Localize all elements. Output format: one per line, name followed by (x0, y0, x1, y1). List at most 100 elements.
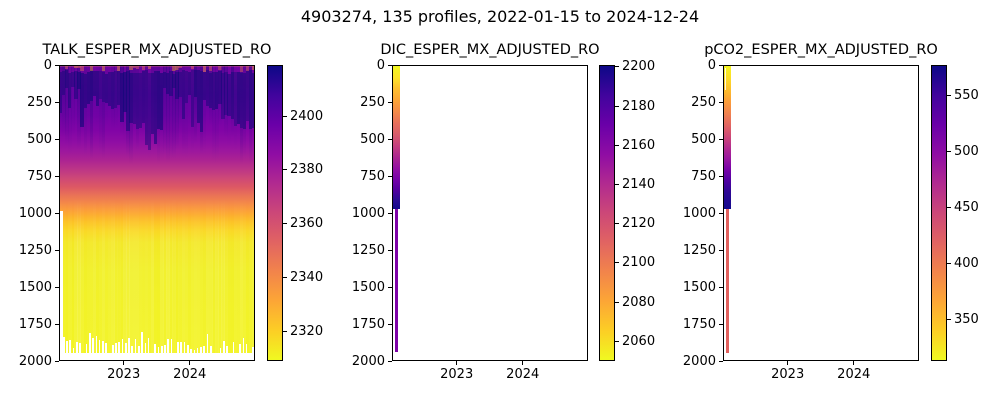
profile-stripe (193, 65, 198, 361)
profile-bottom-tooth (242, 338, 245, 353)
profile-stripe (251, 65, 255, 361)
profile-stripe (153, 65, 158, 361)
surface-tint (89, 65, 93, 72)
profile-stripe (221, 65, 225, 361)
profile-stripe (233, 65, 238, 361)
profile-bottom-tooth (62, 336, 65, 353)
profile-stripe (230, 65, 234, 361)
mixed-layer-tongue (199, 70, 204, 132)
mixed-layer-tongue (95, 70, 99, 106)
y-tick-mark (55, 360, 59, 362)
profile-stripe (209, 65, 213, 361)
profile-bottom-tooth (124, 342, 127, 353)
colorbar-tick-label: 550 (954, 87, 979, 103)
colorbar-tick-mark (947, 319, 951, 320)
profile-bottom-tooth (105, 342, 108, 353)
colorbar-tick-label: 450 (954, 199, 979, 215)
profile-bottom-tooth (180, 342, 183, 353)
colorbar-tick-label: 2160 (622, 137, 656, 153)
panel-title-dic: DIC_ESPER_MX_ADJUSTED_RO (380, 42, 600, 58)
profile-stripe (108, 65, 112, 361)
profile-stripe (101, 65, 106, 361)
profile-stripe (141, 65, 146, 361)
pco2-profile-strip (723, 65, 731, 209)
mixed-layer-tongue (175, 72, 179, 100)
mixed-layer-tongue (160, 73, 164, 131)
mixed-layer-tongue (196, 70, 201, 124)
mixed-layer-tongue (242, 73, 246, 129)
profile-stripe (202, 65, 207, 361)
profile-stripe (74, 65, 78, 361)
profile-stripe (248, 65, 253, 361)
y-tick-label: 1750 (351, 316, 385, 332)
mixed-layer-tongue (98, 71, 103, 100)
colorbar-tick-mark (283, 169, 287, 171)
profile-stripe (120, 65, 124, 361)
x-tick-mark (787, 361, 789, 365)
y-tick-label: 750 (691, 168, 716, 184)
colorbar-tick-label: 2120 (622, 216, 656, 232)
profile-stripe (150, 65, 155, 361)
profile-stripe (239, 65, 244, 361)
surface-tint (117, 65, 121, 71)
profile-bottom-tooth (98, 340, 101, 353)
y-tick-label: 1750 (682, 316, 716, 332)
profile-bottom-tooth (79, 343, 81, 353)
profile-bottom-tooth (95, 336, 98, 353)
profile-bottom-tooth (134, 339, 137, 353)
talk-profile-bottom-comb (59, 65, 255, 361)
surface-tint (239, 65, 243, 72)
y-tick-mark (719, 360, 723, 362)
profile-stripe (71, 65, 75, 361)
colorbar-tick-label: 350 (954, 312, 979, 327)
colorbar-tick-mark (947, 94, 951, 96)
profile-stripe (98, 65, 103, 361)
profile-bottom-tooth (89, 333, 91, 353)
colorbar-tick-mark (615, 105, 619, 107)
profile-bottom-tooth (141, 332, 143, 353)
mixed-layer-tongue (111, 72, 115, 109)
profile-bottom-tooth (232, 341, 235, 353)
surface-tint (65, 65, 69, 70)
y-tick-mark (719, 286, 723, 288)
mixed-layer-tongue (218, 71, 222, 105)
profile-stripe (206, 65, 210, 361)
mixed-layer-tongue (65, 70, 69, 89)
mixed-layer-tongue (193, 70, 197, 98)
colorbar-tick-mark (615, 144, 619, 146)
mixed-layer-tongue (68, 73, 72, 108)
mixed-layer-tongue (89, 70, 93, 101)
colorbar-tick-label: 2340 (290, 270, 324, 286)
profile-stripe (114, 65, 118, 361)
y-tick-mark (388, 212, 392, 214)
profile-bottom-tooth (245, 343, 248, 353)
colorbar-tick-mark (615, 262, 619, 264)
profile-stripe (190, 65, 195, 361)
mixed-layer-tongue (224, 72, 228, 115)
surface-tint (132, 65, 136, 69)
y-tick-mark (55, 249, 59, 251)
profile-bottom-tooth (193, 349, 196, 353)
profile-bottom-tooth (190, 348, 192, 353)
profile-stripe (181, 65, 185, 361)
profile-bottom-tooth (196, 348, 199, 353)
talk-surface-band (59, 65, 255, 67)
dic-colorbar (599, 65, 615, 361)
profile-bottom-tooth (115, 342, 117, 353)
mixed-layer-tongue (74, 70, 78, 100)
surface-tint (245, 65, 250, 71)
y-tick-label: 1500 (351, 279, 385, 295)
profile-stripe (224, 65, 228, 361)
mixed-layer-tongue (190, 70, 194, 128)
colorbar-tick-mark (947, 150, 951, 152)
profile-stripe (227, 65, 231, 361)
talk-first-profile-gap (59, 211, 63, 361)
mixed-layer-tongue (221, 73, 225, 120)
mixed-layer-tongue (104, 73, 109, 103)
mixed-layer-tongue (62, 71, 66, 95)
y-tick-label: 250 (691, 94, 716, 110)
surface-tint (202, 65, 207, 72)
mixed-layer-tongue (187, 72, 191, 96)
mixed-layer-tongue (132, 73, 136, 124)
profile-bottom-tooth (144, 342, 147, 353)
